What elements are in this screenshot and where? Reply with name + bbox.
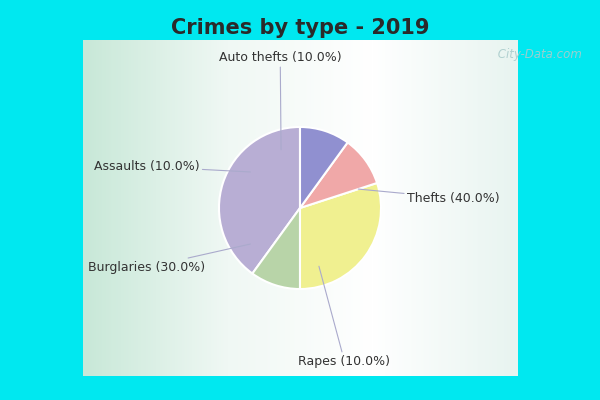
Text: City-Data.com: City-Data.com: [494, 48, 582, 61]
Wedge shape: [253, 208, 300, 289]
Text: Rapes (10.0%): Rapes (10.0%): [298, 266, 391, 368]
Text: Thefts (40.0%): Thefts (40.0%): [358, 189, 499, 205]
Wedge shape: [219, 127, 300, 274]
Text: Auto thefts (10.0%): Auto thefts (10.0%): [219, 51, 341, 150]
Wedge shape: [300, 142, 377, 208]
Text: Burglaries (30.0%): Burglaries (30.0%): [88, 244, 250, 274]
Text: Crimes by type - 2019: Crimes by type - 2019: [171, 18, 429, 38]
Text: Assaults (10.0%): Assaults (10.0%): [94, 160, 250, 173]
Wedge shape: [300, 127, 347, 208]
Wedge shape: [300, 183, 381, 289]
